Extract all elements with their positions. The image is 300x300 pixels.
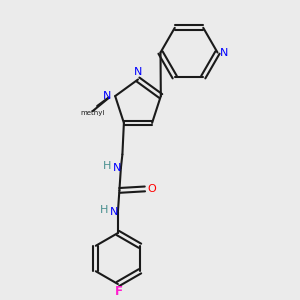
Text: N: N — [220, 47, 228, 58]
Text: H: H — [100, 205, 109, 214]
Text: N: N — [113, 163, 122, 173]
Text: O: O — [147, 184, 156, 194]
Text: N: N — [103, 91, 111, 101]
Text: N: N — [134, 67, 142, 77]
Text: H: H — [103, 160, 112, 170]
Text: methyl: methyl — [80, 110, 104, 116]
Text: F: F — [115, 285, 122, 298]
Text: N: N — [110, 207, 118, 217]
